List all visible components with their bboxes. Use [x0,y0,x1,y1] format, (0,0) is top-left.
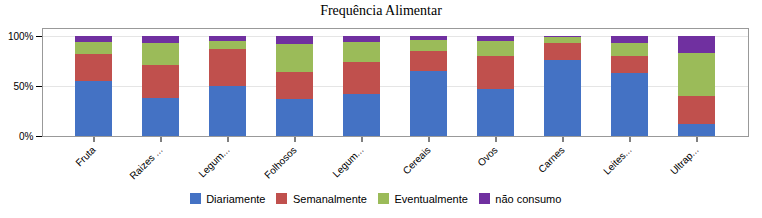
svg-text:0%: 0% [19,131,34,142]
svg-text:Leites...: Leites... [601,144,634,177]
html-text:Semanalmente: Semanalmente [292,192,367,205]
html-text:não consumo: não consumo [495,192,562,205]
svg-text:Fruta: Fruta [73,144,98,169]
svg-text:50%: 50% [13,81,33,92]
svg-text:100%: 100% [8,31,34,42]
svg-text:Ultrap...: Ultrap... [668,144,701,177]
svg-text:Carnes: Carnes [536,144,567,175]
svg-text:Legum...: Legum... [330,144,365,179]
html-text:Eventualmente: Eventualmente [394,192,468,205]
svg-text:Ovos: Ovos [475,144,499,168]
svg-text:Folhosos: Folhosos [262,144,298,180]
svg-text:Legum...: Legum... [196,144,231,179]
html-text:Frequência Alimentar: Frequência Alimentar [320,3,442,18]
svg-text:Cereais: Cereais [401,144,433,176]
html-text:Diariamente: Diariamente [206,192,266,205]
svg-text:Raizes ...: Raizes ... [127,144,164,181]
